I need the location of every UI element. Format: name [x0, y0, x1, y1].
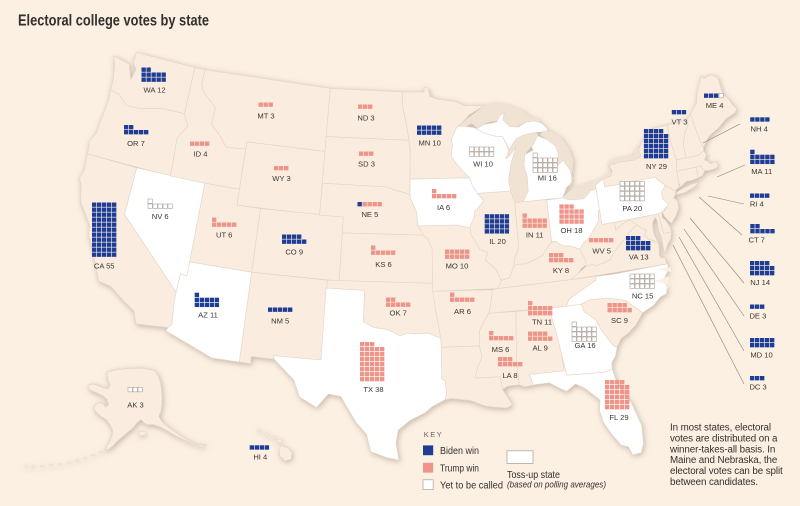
svg-text:SC 9: SC 9: [611, 316, 628, 325]
svg-text:UT 6: UT 6: [216, 231, 232, 240]
svg-text:DC 3: DC 3: [749, 383, 766, 392]
svg-text:ID 4: ID 4: [194, 150, 208, 159]
svg-text:Trump win: Trump win: [440, 463, 479, 474]
svg-text:votes are distributed on a: votes are distributed on a: [670, 433, 778, 444]
svg-text:NH 4: NH 4: [751, 124, 768, 133]
svg-text:MA 11: MA 11: [751, 167, 772, 176]
svg-text:MO 10: MO 10: [446, 262, 469, 271]
svg-text:AK 3: AK 3: [127, 401, 143, 410]
svg-text:electoral votes can be split: electoral votes can be split: [670, 466, 783, 477]
svg-text:WA 12: WA 12: [143, 86, 165, 95]
svg-text:AL 9: AL 9: [533, 344, 548, 353]
svg-text:NC 15: NC 15: [632, 291, 654, 300]
svg-text:TX 38: TX 38: [363, 385, 383, 394]
svg-text:TN 11: TN 11: [532, 317, 552, 326]
svg-text:WI 10: WI 10: [473, 160, 493, 169]
svg-text:LA 8: LA 8: [502, 371, 517, 380]
svg-text:NM 5: NM 5: [271, 317, 289, 326]
svg-text:SD 3: SD 3: [358, 160, 375, 169]
svg-text:Maine and Nebraska, the: Maine and Nebraska, the: [670, 455, 778, 466]
svg-text:NE 5: NE 5: [361, 210, 378, 219]
svg-text:OH 18: OH 18: [561, 226, 583, 235]
svg-text:VA 13: VA 13: [629, 253, 649, 262]
svg-text:MS 6: MS 6: [492, 345, 510, 354]
svg-text:Yet to be called: Yet to be called: [440, 480, 503, 491]
svg-text:KY 8: KY 8: [553, 266, 569, 275]
svg-text:WV 5: WV 5: [592, 246, 611, 255]
svg-text:Electoral college votes by sta: Electoral college votes by state: [18, 13, 209, 30]
svg-text:OK 7: OK 7: [390, 309, 407, 318]
svg-text:IL 20: IL 20: [489, 237, 506, 246]
svg-text:AZ 11: AZ 11: [198, 311, 218, 320]
svg-text:IN 11: IN 11: [526, 231, 544, 240]
svg-text:NV 6: NV 6: [152, 212, 169, 221]
svg-text:VT 3: VT 3: [672, 117, 688, 126]
svg-text:CO 9: CO 9: [285, 248, 303, 257]
svg-text:KEY: KEY: [424, 430, 444, 439]
svg-text:OR 7: OR 7: [127, 139, 145, 148]
svg-text:ND 3: ND 3: [357, 114, 374, 123]
svg-text:DE 3: DE 3: [749, 311, 766, 320]
svg-text:ME 4: ME 4: [706, 101, 724, 110]
svg-text:NY 29: NY 29: [646, 162, 667, 171]
svg-text:between candidates.: between candidates.: [670, 477, 758, 488]
svg-text:RI 4: RI 4: [750, 199, 764, 208]
svg-text:Toss-up state: Toss-up state: [507, 470, 560, 481]
svg-text:winner-takes-all basis. In: winner-takes-all basis. In: [669, 444, 775, 455]
svg-text:MT 3: MT 3: [257, 112, 274, 121]
svg-text:GA 16: GA 16: [574, 341, 595, 350]
svg-text:MD 10: MD 10: [750, 351, 772, 360]
svg-text:KS 6: KS 6: [375, 260, 391, 269]
svg-text:WY 3: WY 3: [272, 174, 290, 183]
svg-text:NJ 14: NJ 14: [750, 278, 770, 287]
svg-text:PA 20: PA 20: [622, 204, 642, 213]
svg-text:IA 6: IA 6: [437, 203, 450, 212]
svg-text:CA 55: CA 55: [94, 262, 115, 271]
svg-text:FL 29: FL 29: [609, 413, 628, 422]
svg-text:HI 4: HI 4: [253, 453, 267, 462]
svg-text:MI 16: MI 16: [538, 174, 557, 183]
svg-text:(based on polling averages): (based on polling averages): [507, 480, 606, 490]
svg-text:MN 10: MN 10: [419, 138, 441, 147]
svg-text:AR 6: AR 6: [454, 307, 471, 316]
svg-text:Biden win: Biden win: [440, 446, 479, 457]
svg-text:CT 7: CT 7: [749, 236, 765, 245]
svg-text:In most states, electoral: In most states, electoral: [670, 423, 771, 434]
